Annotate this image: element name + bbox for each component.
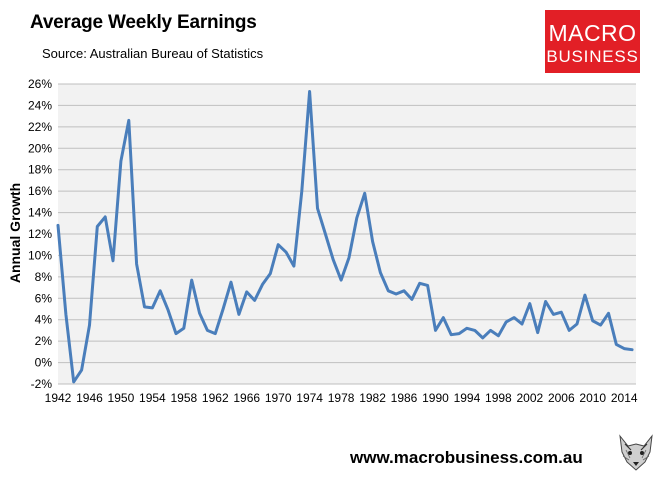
x-tick-label: 1982 (359, 391, 386, 405)
chart-title: Average Weekly Earnings (30, 12, 257, 33)
chart-subtitle: Source: Australian Bureau of Statistics (42, 46, 264, 61)
y-tick-label: 4% (35, 313, 53, 327)
x-tick-label: 1950 (108, 391, 135, 405)
series-line (56, 90, 634, 384)
x-tick-label: 1946 (76, 391, 103, 405)
y-axis-ticks: -2% 0% 2% 4% 6% 8% 10% 12% 14% 16% 18% 20% 22% 24% 26% (28, 77, 52, 391)
x-tick-label: 2006 (548, 391, 575, 405)
macrobusiness-logo: MACRO BUSINESS (545, 10, 640, 73)
y-tick-label: 8% (35, 270, 53, 284)
x-tick-label: 1970 (265, 391, 292, 405)
x-tick-label: 1958 (170, 391, 197, 405)
x-tick-label: 1986 (391, 391, 418, 405)
y-tick-label: 0% (35, 356, 53, 370)
x-tick-label: 1974 (296, 391, 323, 405)
y-tick-label: 12% (28, 227, 52, 241)
y-tick-label: 16% (28, 184, 52, 198)
website-url[interactable]: www.macrobusiness.com.au (350, 448, 583, 467)
x-tick-label: 1942 (45, 391, 72, 405)
y-tick-label: 26% (28, 77, 52, 91)
x-axis-ticks: 1942 1946 1950 1954 1958 1962 1966 1970 1974 1978… (45, 391, 638, 405)
y-tick-label: 22% (28, 120, 52, 134)
series-layer (56, 90, 634, 384)
x-tick-label: 1962 (202, 391, 229, 405)
x-tick-label: 2010 (579, 391, 606, 405)
logo-line-macro: MACRO (548, 20, 637, 46)
y-tick-label: -2% (31, 377, 53, 391)
fox-logo-icon (617, 432, 655, 474)
x-tick-label: 2014 (611, 391, 638, 405)
y-axis-label: Annual Growth (7, 183, 23, 283)
x-tick-label: 1998 (485, 391, 512, 405)
x-tick-label: 2002 (516, 391, 543, 405)
y-tick-label: 20% (28, 141, 52, 155)
x-tick-label: 1966 (233, 391, 260, 405)
y-tick-label: 6% (35, 291, 53, 305)
y-tick-label: 18% (28, 163, 52, 177)
x-tick-label: 1990 (422, 391, 449, 405)
x-tick-label: 1978 (328, 391, 355, 405)
y-tick-label: 14% (28, 206, 52, 220)
logo-line-business: BUSINESS (546, 47, 639, 66)
y-tick-label: 24% (28, 98, 52, 112)
y-tick-label: 10% (28, 248, 52, 262)
x-tick-label: 1954 (139, 391, 166, 405)
x-tick-label: 1994 (454, 391, 481, 405)
y-tick-label: 2% (35, 334, 53, 348)
